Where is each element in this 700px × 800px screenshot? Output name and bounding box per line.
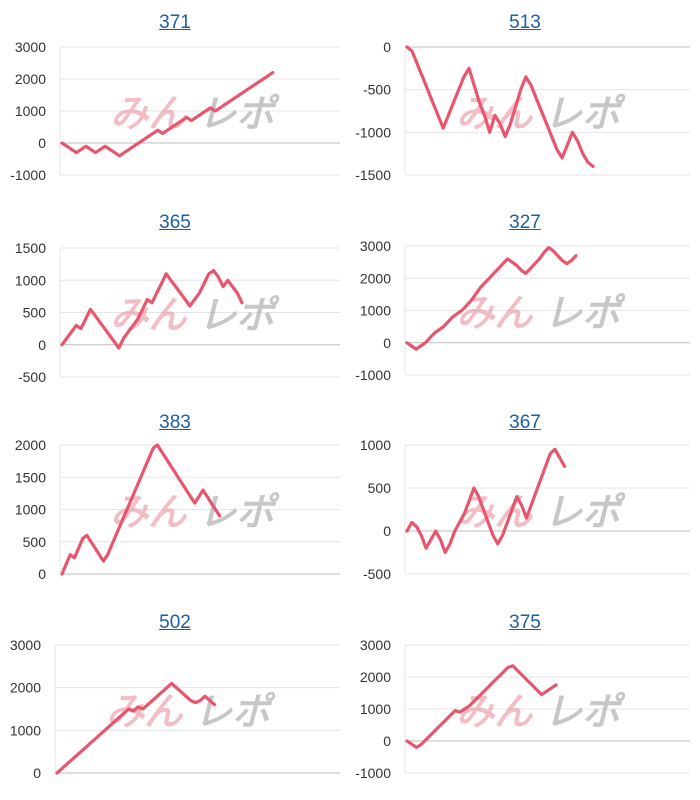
y-tick-label: 2000 (10, 680, 41, 696)
chart-panel: 513 0 -500 -1000 -1500 みん レポ (350, 0, 700, 200)
watermark-logo: みん (110, 91, 187, 135)
watermark-logo: レポ (544, 291, 626, 335)
y-tick-label: -500 (363, 82, 391, 98)
chart-title-link[interactable]: 371 (159, 12, 191, 33)
y-tick-label: 3000 (360, 637, 391, 653)
y-tick-label: 3000 (10, 637, 41, 653)
y-tick-label: -1000 (355, 367, 391, 383)
y-tick-label: -500 (363, 566, 391, 582)
series-line (60, 70, 275, 158)
chart-title-link[interactable]: 502 (159, 612, 191, 633)
watermark-logo: みん (106, 689, 183, 733)
watermark-logo: みん (110, 490, 187, 534)
y-tick-label: 0 (38, 135, 46, 151)
watermark-logo: レポ (544, 91, 626, 135)
y-tick-label: 2000 (15, 71, 46, 87)
y-tick-label: 0 (383, 335, 391, 351)
chart-title-link[interactable]: 367 (509, 412, 541, 433)
y-tick-label: 3000 (15, 39, 46, 55)
chart-panel: 375 3000 2000 1000 0 -1000 みん レポ (350, 600, 700, 800)
series-line (405, 664, 558, 749)
chart-panel: 383 2000 1500 1000 500 0 みん レポ (0, 400, 350, 600)
y-tick-label: -1000 (355, 765, 391, 781)
line-chart: 2000 1500 1000 500 0 みん レポ (15, 437, 340, 582)
y-tick-label: 1000 (360, 437, 391, 453)
y-tick-label: 1000 (15, 502, 46, 518)
y-tick-label: 0 (38, 337, 46, 353)
watermark-logo: みん (456, 689, 533, 733)
y-tick-label: 0 (383, 733, 391, 749)
chart-panel: 365 1500 1000 500 0 -500 みん レポ (0, 200, 350, 400)
y-tick-label: -1000 (10, 167, 46, 183)
y-tick-label: -500 (18, 369, 46, 385)
series-line (60, 268, 244, 350)
series-line (60, 443, 222, 576)
watermark-logo: みん (456, 291, 533, 335)
y-tick-label: 2000 (15, 437, 46, 453)
y-tick-label: 1000 (360, 303, 391, 319)
series-line (405, 245, 578, 351)
series-line (55, 681, 217, 775)
line-chart: 1000 500 0 -500 みん レポ (360, 437, 690, 582)
y-tick-label: -1500 (355, 167, 391, 183)
y-tick-label: 2000 (360, 669, 391, 685)
series-line (405, 447, 567, 555)
line-chart: 0 -500 -1000 -1500 みん レポ (355, 39, 690, 183)
line-chart: 3000 2000 1000 0 -1000 みん レポ (355, 238, 690, 383)
y-tick-label: 1000 (15, 103, 46, 119)
y-tick-label: 1500 (15, 240, 46, 256)
watermark-logo: みん (456, 490, 533, 534)
y-tick-label: 1000 (360, 701, 391, 717)
line-chart: 3000 2000 1000 0 -1000 みん レポ (355, 637, 690, 781)
chart-panel: 502 3000 2000 1000 0 みん レポ (0, 600, 350, 800)
chart-title-link[interactable]: 365 (159, 212, 191, 233)
line-chart: 3000 2000 1000 0 -1000 みん レポ (10, 39, 340, 183)
y-tick-label: 0 (383, 523, 391, 539)
y-tick-label: 0 (383, 39, 391, 55)
watermark-logo: みん (456, 91, 533, 135)
chart-title-link[interactable]: 375 (509, 612, 541, 633)
chart-title-link[interactable]: 383 (159, 412, 191, 433)
watermark-logo: レポ (544, 689, 626, 733)
chart-panel: 371 3000 2000 1000 0 -1000 みん レポ (0, 0, 350, 200)
y-tick-label: -1000 (355, 124, 391, 140)
watermark-logo: レポ (544, 490, 626, 534)
y-tick-label: 1500 (15, 469, 46, 485)
series-line (405, 45, 595, 169)
y-tick-label: 0 (33, 765, 41, 781)
y-tick-label: 2000 (360, 270, 391, 286)
watermark-logo: レポ (194, 689, 276, 733)
watermark-logo: レポ (198, 91, 280, 135)
chart-title-link[interactable]: 513 (509, 12, 541, 33)
y-tick-label: 0 (38, 566, 46, 582)
chart-panel: 327 3000 2000 1000 0 -1000 みん レポ (350, 200, 700, 400)
line-chart: 3000 2000 1000 0 みん レポ (10, 637, 340, 781)
chart-panel: 367 1000 500 0 -500 みん レポ (350, 400, 700, 600)
y-tick-label: 1000 (10, 722, 41, 738)
y-tick-label: 3000 (360, 238, 391, 254)
y-tick-label: 500 (23, 534, 47, 550)
y-tick-label: 1000 (15, 272, 46, 288)
chart-title-link[interactable]: 327 (509, 212, 541, 233)
watermark-logo: レポ (198, 490, 280, 534)
y-tick-label: 500 (368, 480, 392, 496)
y-tick-label: 500 (23, 305, 47, 321)
